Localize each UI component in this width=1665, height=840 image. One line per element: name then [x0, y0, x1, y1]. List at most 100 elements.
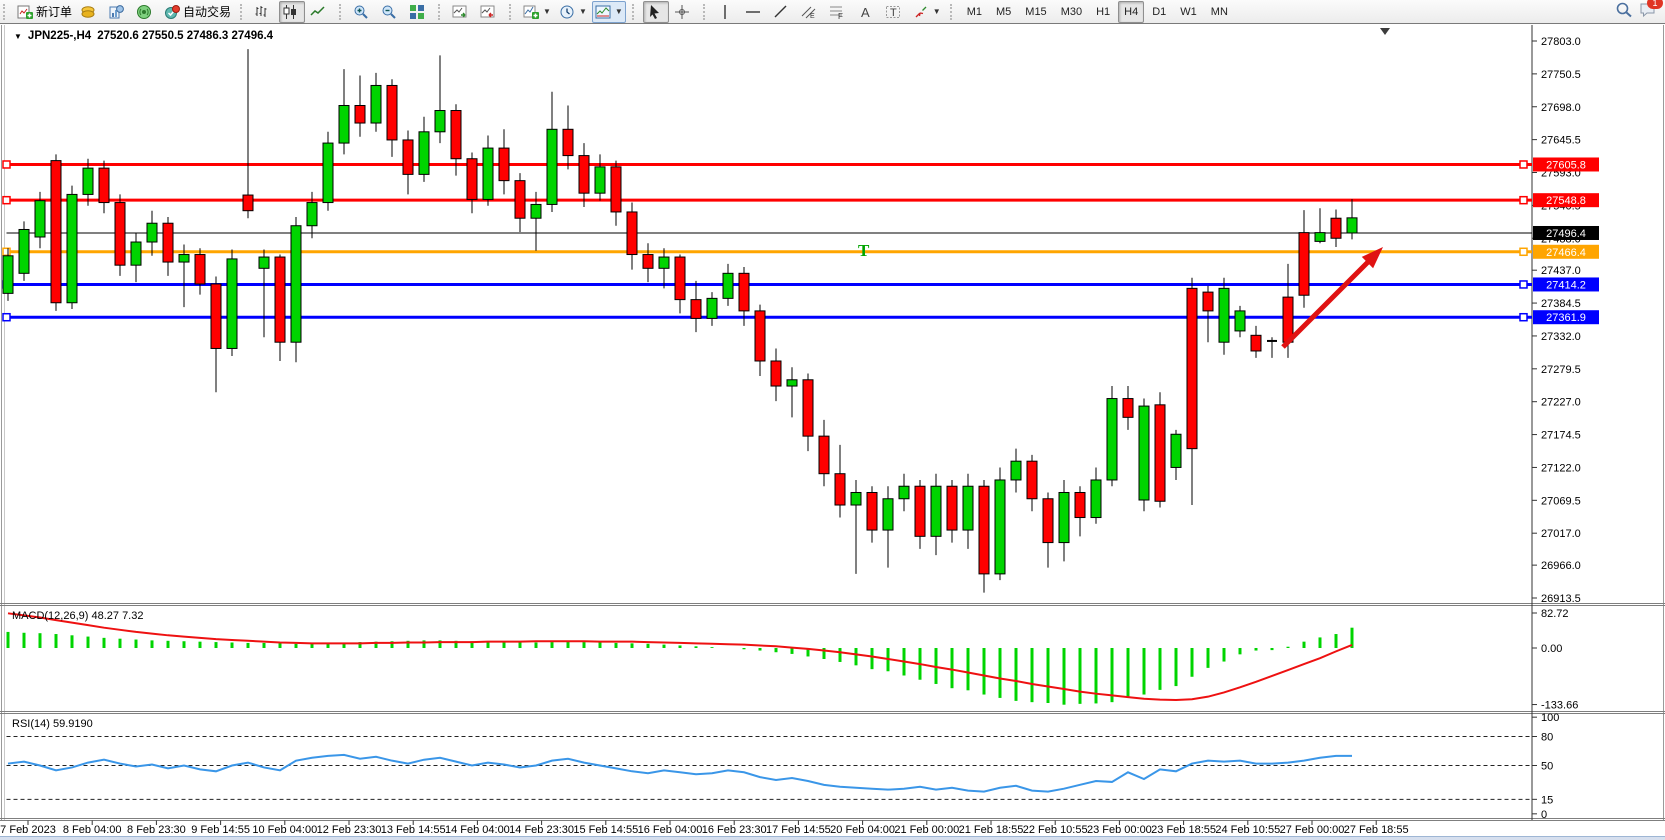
candle[interactable]	[962, 473, 974, 549]
zoom-out-button[interactable]	[378, 1, 404, 23]
candle[interactable]	[1138, 398, 1150, 512]
candle[interactable]	[82, 158, 94, 206]
candle[interactable]	[754, 304, 766, 377]
candle[interactable]	[898, 473, 910, 512]
candle[interactable]	[946, 479, 958, 543]
candle[interactable]	[1154, 392, 1166, 508]
text-label-button[interactable]: T	[882, 1, 908, 23]
candle[interactable]	[130, 232, 142, 283]
candle[interactable]	[1314, 208, 1326, 244]
candle[interactable]	[482, 135, 494, 206]
candle[interactable]	[530, 191, 542, 251]
candle[interactable]	[514, 173, 526, 232]
indicators-button[interactable]: ▼	[520, 1, 554, 23]
cursor-button[interactable]	[642, 0, 669, 23]
candle[interactable]	[1267, 337, 1277, 358]
candle[interactable]	[610, 160, 622, 226]
candle[interactable]	[914, 479, 926, 549]
timeframe-m1-button[interactable]: M1	[966, 5, 982, 18]
candle[interactable]	[674, 254, 686, 314]
candle[interactable]	[1186, 277, 1198, 506]
market-depth-button[interactable]	[105, 1, 131, 23]
candle[interactable]	[706, 292, 718, 326]
candle[interactable]	[34, 191, 46, 249]
timeframe-m5-button[interactable]: M5	[996, 5, 1012, 18]
periods-button[interactable]: ▼	[556, 1, 590, 23]
line-handle[interactable]	[1519, 160, 1528, 169]
line-handle[interactable]	[2, 195, 11, 205]
candle[interactable]	[930, 473, 942, 556]
arrows-button[interactable]: ▼	[910, 1, 944, 23]
candle[interactable]	[850, 479, 862, 574]
candle[interactable]	[194, 248, 206, 295]
line-handle[interactable]	[1519, 312, 1528, 322]
candle[interactable]	[18, 221, 30, 281]
candle[interactable]	[386, 79, 398, 157]
candle[interactable]	[402, 130, 414, 195]
candle[interactable]	[1122, 386, 1134, 430]
candle[interactable]	[466, 152, 478, 214]
candle[interactable]	[418, 116, 430, 182]
candle[interactable]	[882, 486, 894, 568]
timeframe-m15-button[interactable]: M15	[1025, 5, 1047, 18]
candle[interactable]	[1202, 285, 1214, 343]
timeframe-d1-button[interactable]: D1	[1152, 5, 1167, 18]
candle[interactable]	[1042, 492, 1054, 568]
candle[interactable]	[594, 154, 606, 201]
candle[interactable]	[546, 91, 558, 212]
line-chart-button[interactable]	[307, 1, 333, 23]
candle[interactable]	[802, 373, 814, 452]
candle[interactable]	[98, 160, 110, 214]
candle[interactable]	[242, 49, 254, 219]
candle[interactable]	[994, 467, 1006, 581]
candle[interactable]	[738, 267, 750, 326]
autotrading-button[interactable]: 自动交易	[161, 1, 234, 23]
candle[interactable]	[354, 75, 366, 137]
text-button[interactable]: A	[854, 1, 880, 23]
templates-dropdown-icon[interactable]: ▼	[614, 7, 623, 16]
candle[interactable]	[1298, 210, 1310, 308]
line-handle[interactable]	[1519, 280, 1528, 289]
zoom-in-button[interactable]	[350, 1, 376, 23]
candle[interactable]	[770, 348, 782, 402]
signals-button[interactable]	[133, 1, 159, 23]
line-handle[interactable]	[2, 160, 11, 169]
candle[interactable]	[1234, 305, 1246, 338]
trend-arrow-line[interactable]	[1281, 254, 1376, 349]
indicators-dropdown-icon[interactable]: ▼	[543, 7, 551, 16]
candle[interactable]	[1074, 486, 1086, 537]
new-order-button[interactable]: 新订单	[14, 1, 75, 23]
timeframe-m30-button[interactable]: M30	[1060, 5, 1083, 18]
candle[interactable]	[1250, 325, 1262, 358]
templates-button[interactable]: ▼	[591, 0, 626, 23]
candle[interactable]	[50, 154, 62, 311]
candle[interactable]	[658, 248, 670, 289]
chart-window[interactable]: 27803.027750.527698.027645.527593.027540…	[0, 25, 1665, 840]
candle[interactable]	[1058, 479, 1070, 562]
candle[interactable]	[210, 276, 222, 393]
candle-chart-button[interactable]	[279, 0, 306, 23]
candle[interactable]	[1218, 277, 1230, 355]
tile-windows-button[interactable]	[406, 1, 432, 23]
line-handle[interactable]	[1519, 247, 1528, 257]
trendline-button[interactable]	[770, 1, 796, 23]
candle[interactable]	[690, 280, 702, 333]
chart-shift-button[interactable]	[477, 1, 503, 23]
candle[interactable]	[786, 367, 798, 418]
candle[interactable]	[114, 194, 126, 276]
horizontal-line-button[interactable]	[742, 1, 768, 23]
candle[interactable]	[322, 131, 334, 211]
candle[interactable]	[274, 254, 286, 361]
chart-collapse-icon[interactable]: ▼	[14, 31, 22, 41]
bar-chart-button[interactable]	[251, 1, 277, 23]
candle[interactable]	[818, 419, 830, 487]
candle[interactable]	[162, 216, 174, 276]
candle[interactable]	[370, 72, 382, 132]
candle[interactable]	[146, 210, 158, 256]
chart-canvas[interactable]: 27803.027750.527698.027645.527593.027540…	[0, 25, 1665, 840]
candle[interactable]	[1346, 199, 1358, 240]
candle[interactable]	[578, 143, 590, 207]
equidistant-channel-button[interactable]: E	[798, 1, 824, 23]
line-handle[interactable]	[2, 312, 11, 322]
auto-scroll-button[interactable]	[449, 1, 475, 23]
